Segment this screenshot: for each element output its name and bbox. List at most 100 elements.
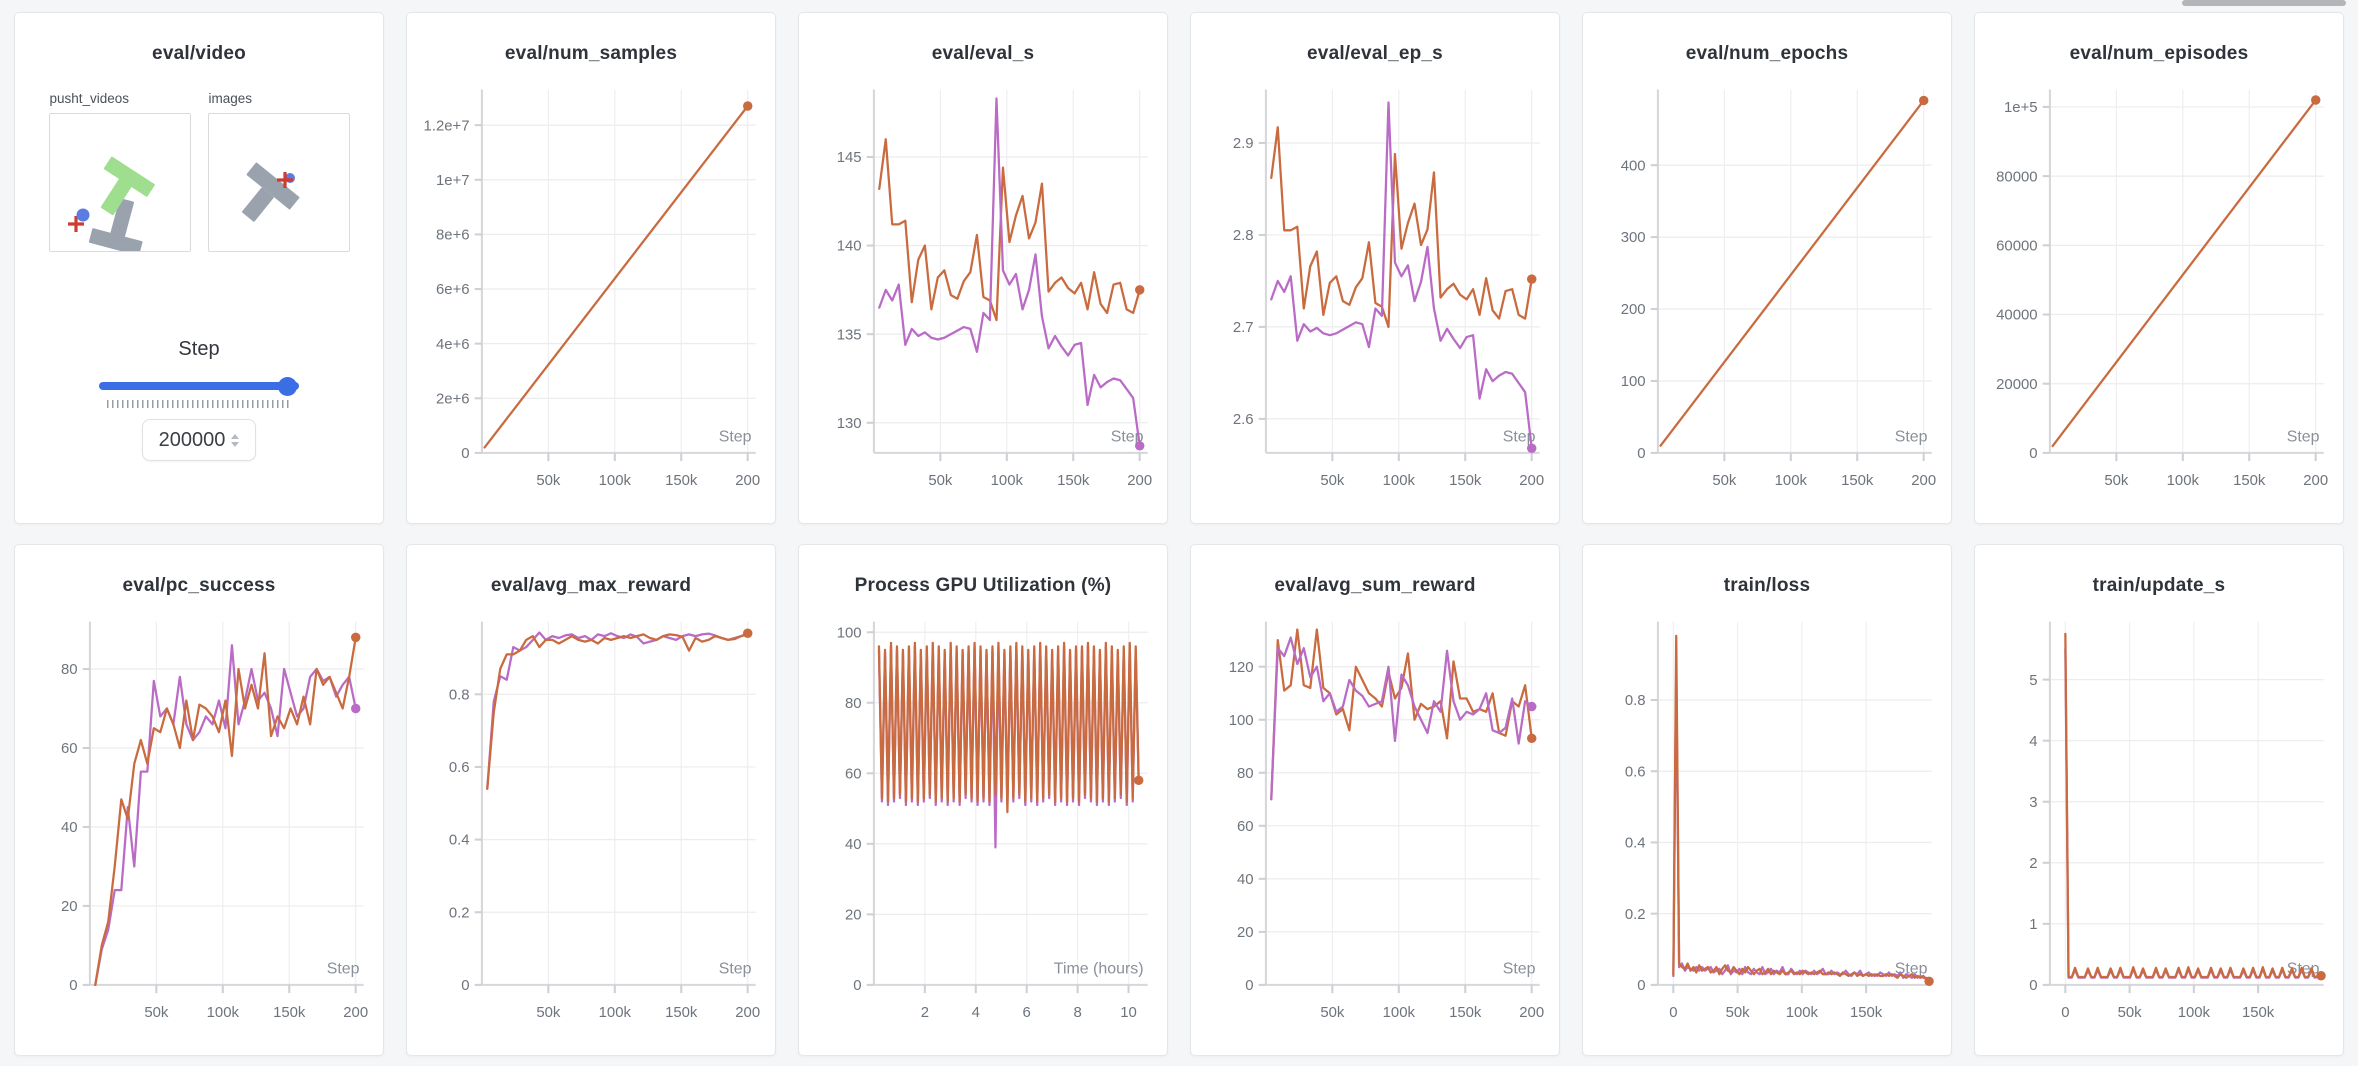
svg-text:200: 200	[1519, 1004, 1544, 1021]
chart-plot[interactable]: 0 0.2 0.4 0.6 0.8 50k 100k 150k 200 Step	[414, 599, 768, 1042]
chart-title: train/loss	[1723, 575, 1811, 596]
pusht-video-thumbnail[interactable]	[48, 113, 191, 256]
chart-panel-eval-pc-success: eval/pc_success 0 20 40 60 80 50k 100k 150k 200 S…	[14, 544, 384, 1056]
svg-text:5: 5	[2029, 672, 2037, 689]
chart-plot[interactable]: 0 20 40 60 80 50k 100k 150k 200 Step	[22, 599, 376, 1042]
chart-plot[interactable]: 0 100 200 300 400 50k 100k 150k 200 Step	[1590, 67, 1944, 510]
svg-text:100k: 100k	[2178, 1004, 2211, 1021]
svg-text:100k: 100k	[991, 472, 1024, 489]
svg-text:2e+6: 2e+6	[436, 390, 470, 407]
svg-text:400: 400	[1621, 157, 1646, 174]
svg-text:Step: Step	[327, 961, 360, 978]
svg-text:0.4: 0.4	[449, 832, 470, 849]
svg-text:120: 120	[1229, 659, 1254, 676]
svg-text:0: 0	[461, 445, 469, 462]
svg-text:0.8: 0.8	[449, 686, 470, 703]
svg-text:50k: 50k	[2104, 472, 2129, 489]
chart-plot[interactable]: 0 20000 40000 60000 80000 1e+5 50k 100k 150k 200 S…	[1982, 67, 2336, 510]
svg-text:50k: 50k	[1726, 1004, 1751, 1021]
media-pusht-videos: pusht_videos	[48, 91, 191, 256]
svg-text:60: 60	[61, 740, 78, 757]
svg-text:0.4: 0.4	[1625, 835, 1646, 852]
pusht-gray-t-shape	[241, 162, 299, 222]
svg-text:8e+6: 8e+6	[436, 227, 470, 244]
svg-text:60000: 60000	[1996, 237, 2037, 254]
svg-text:1: 1	[2029, 916, 2037, 933]
svg-text:Step: Step	[719, 429, 752, 446]
svg-text:Step: Step	[1111, 429, 1144, 446]
svg-text:0.6: 0.6	[449, 759, 470, 776]
chart-plot[interactable]: 0 20 40 60 80 100 2 4 6 8 10 Time (hours)	[806, 599, 1160, 1042]
svg-text:50k: 50k	[536, 1004, 561, 1021]
svg-text:100: 100	[1621, 373, 1646, 390]
panel-title: eval/video	[152, 43, 246, 64]
svg-text:20000: 20000	[1996, 376, 2037, 393]
svg-text:0.2: 0.2	[1625, 906, 1646, 923]
slider-track[interactable]	[99, 382, 299, 390]
svg-text:200: 200	[2303, 472, 2328, 489]
agent-dot	[76, 208, 89, 222]
slider-thumb[interactable]	[278, 377, 297, 396]
svg-text:150k: 150k	[1449, 1004, 1482, 1021]
svg-text:2.9: 2.9	[1233, 135, 1254, 152]
svg-text:2: 2	[2029, 855, 2037, 872]
decrement-icon[interactable]	[231, 441, 240, 447]
svg-text:100: 100	[837, 624, 862, 641]
svg-text:40: 40	[61, 819, 78, 836]
svg-text:2.8: 2.8	[1233, 227, 1254, 244]
chart-panel-train-loss: train/loss 0 0.2 0.4 0.6 0.8 0 50k 100k 150k Step	[1582, 544, 1952, 1056]
chart-title: eval/num_samples	[504, 43, 678, 64]
svg-text:140: 140	[837, 238, 862, 255]
svg-text:4: 4	[2029, 733, 2037, 750]
horizontal-scrollbar-thumb[interactable]	[2182, 0, 2346, 6]
svg-text:150k: 150k	[1841, 472, 1874, 489]
goal-cross-marker	[276, 172, 293, 188]
svg-text:100k: 100k	[1383, 472, 1416, 489]
svg-text:0: 0	[1245, 977, 1253, 994]
chart-plot[interactable]: 130 135 140 145 50k 100k 150k 200 Step	[806, 67, 1160, 510]
svg-text:Step: Step	[719, 961, 752, 978]
stepper-arrows[interactable]	[231, 433, 240, 447]
images-thumbnail[interactable]	[207, 113, 350, 252]
step-value[interactable]: 200000	[158, 428, 226, 451]
svg-text:50k: 50k	[2118, 1004, 2143, 1021]
svg-text:150k: 150k	[1057, 472, 1090, 489]
svg-text:80000: 80000	[1996, 168, 2037, 185]
svg-text:135: 135	[837, 326, 862, 343]
chart-title: eval/avg_max_reward	[490, 575, 692, 596]
svg-text:20: 20	[845, 907, 862, 924]
chart-plot[interactable]: 2.6 2.7 2.8 2.9 50k 100k 150k 200 Step	[1198, 67, 1552, 510]
svg-text:100k: 100k	[207, 1004, 240, 1021]
chart-plot[interactable]: 0 20 40 60 80 100 120 50k 100k 150k 200 Step	[1198, 599, 1552, 1042]
chart-title: eval/num_episodes	[2069, 43, 2249, 64]
svg-text:60: 60	[845, 765, 862, 782]
chart-plot[interactable]: 0 0.2 0.4 0.6 0.8 0 50k 100k 150k Step	[1590, 599, 1944, 1042]
svg-text:Step: Step	[1895, 961, 1928, 978]
svg-text:0: 0	[2029, 445, 2037, 462]
chart-plot[interactable]: 0 2e+6 4e+6 6e+6 8e+6 1e+7 1.2e+7 50k 100k 150k 20…	[414, 67, 768, 510]
svg-text:0: 0	[2029, 977, 2037, 994]
svg-text:50k: 50k	[144, 1004, 169, 1021]
svg-text:100: 100	[1229, 712, 1254, 729]
svg-text:6e+6: 6e+6	[436, 281, 470, 298]
chart-title: eval/avg_sum_reward	[1274, 575, 1476, 596]
svg-text:3: 3	[2029, 794, 2037, 811]
step-control: Step 200000	[15, 338, 383, 461]
media-images: images	[207, 91, 350, 252]
svg-text:1e+5: 1e+5	[2004, 99, 2038, 116]
goal-cross-marker	[67, 216, 84, 232]
chart-panel-eval-avg-max-reward: eval/avg_max_reward 0 0.2 0.4 0.6 0.8 50k 100k…	[406, 544, 776, 1056]
chart-panel-train-update-s: train/update_s 0 1 2 3 4 5 0 50k 100k 150k Step	[1974, 544, 2344, 1056]
chart-title: train/update_s	[2092, 575, 2226, 596]
svg-text:0: 0	[1637, 977, 1645, 994]
step-slider[interactable]	[99, 376, 299, 396]
svg-text:50k: 50k	[1320, 472, 1345, 489]
svg-text:200: 200	[1911, 472, 1936, 489]
step-number-input[interactable]: 200000	[142, 419, 256, 461]
svg-text:50k: 50k	[928, 472, 953, 489]
increment-icon[interactable]	[231, 433, 240, 439]
svg-text:Time (hours): Time (hours)	[1054, 961, 1144, 978]
svg-text:0: 0	[853, 977, 861, 994]
